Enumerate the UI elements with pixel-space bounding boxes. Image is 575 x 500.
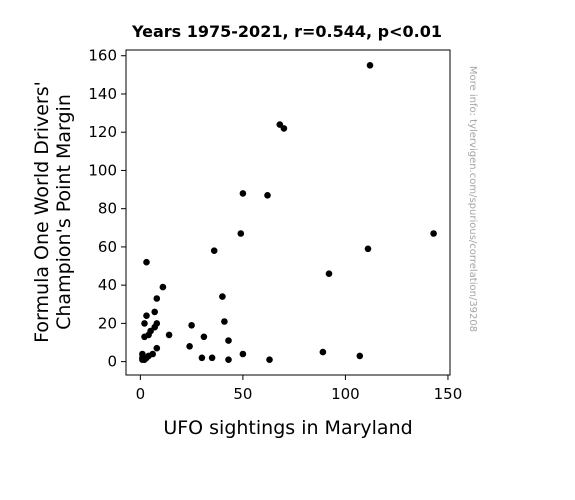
y-tick-label: 20 [98, 314, 117, 332]
points-layer [139, 62, 437, 364]
data-point [198, 354, 206, 362]
data-point [219, 293, 226, 300]
y-axis-label-line1: Formula One World Drivers' [31, 81, 53, 343]
data-point [225, 356, 232, 364]
y-tick-label: 140 [88, 85, 117, 103]
data-point [153, 295, 161, 302]
y-axis: 0 20 40 60 80 100 120 140 160 [88, 47, 126, 371]
data-point [186, 343, 193, 350]
y-tick-label: 80 [98, 200, 117, 218]
data-point [208, 354, 216, 362]
y-tick-label: 0 [107, 353, 117, 371]
data-point [356, 352, 364, 360]
data-point [143, 258, 150, 266]
data-point [153, 320, 161, 327]
x-axis: 0 50 100 150 [136, 375, 463, 403]
data-point [280, 125, 288, 132]
x-tick-label: 50 [233, 385, 252, 403]
y-axis-label-line2: Champion's Point Margin [53, 94, 75, 330]
data-point [366, 62, 374, 69]
data-point [239, 190, 247, 197]
chart-title: Years 1975-2021, r=0.544, p<0.01 [131, 22, 442, 41]
plot-area [125, 49, 451, 376]
data-point [149, 350, 156, 358]
x-axis-label: UFO sightings in Maryland [163, 417, 412, 439]
source-note: More info: tylervigen.com/spurious/corre… [467, 66, 478, 332]
data-point [159, 283, 167, 291]
data-point [221, 318, 228, 325]
data-point [210, 247, 218, 254]
data-point [141, 320, 148, 327]
data-point [143, 354, 150, 362]
data-point [364, 245, 372, 253]
y-tick-label: 40 [98, 276, 117, 294]
data-point [188, 322, 195, 329]
data-point [143, 312, 150, 320]
data-point [239, 350, 247, 358]
data-point [200, 333, 208, 341]
data-point [165, 331, 173, 339]
data-point [319, 348, 327, 356]
x-tick-label: 0 [136, 385, 146, 403]
data-point [264, 192, 271, 199]
x-tick-label: 150 [434, 385, 463, 403]
y-tick-label: 60 [98, 238, 117, 256]
data-point [430, 230, 437, 237]
y-tick-label: 120 [88, 123, 117, 141]
data-point [325, 270, 333, 278]
data-point [153, 344, 161, 352]
y-tick-label: 160 [88, 47, 117, 65]
data-point [237, 230, 245, 237]
x-tick-label: 100 [331, 385, 360, 403]
data-point [151, 308, 158, 316]
data-point [266, 356, 273, 364]
data-point [225, 337, 232, 344]
y-tick-label: 100 [88, 161, 117, 179]
